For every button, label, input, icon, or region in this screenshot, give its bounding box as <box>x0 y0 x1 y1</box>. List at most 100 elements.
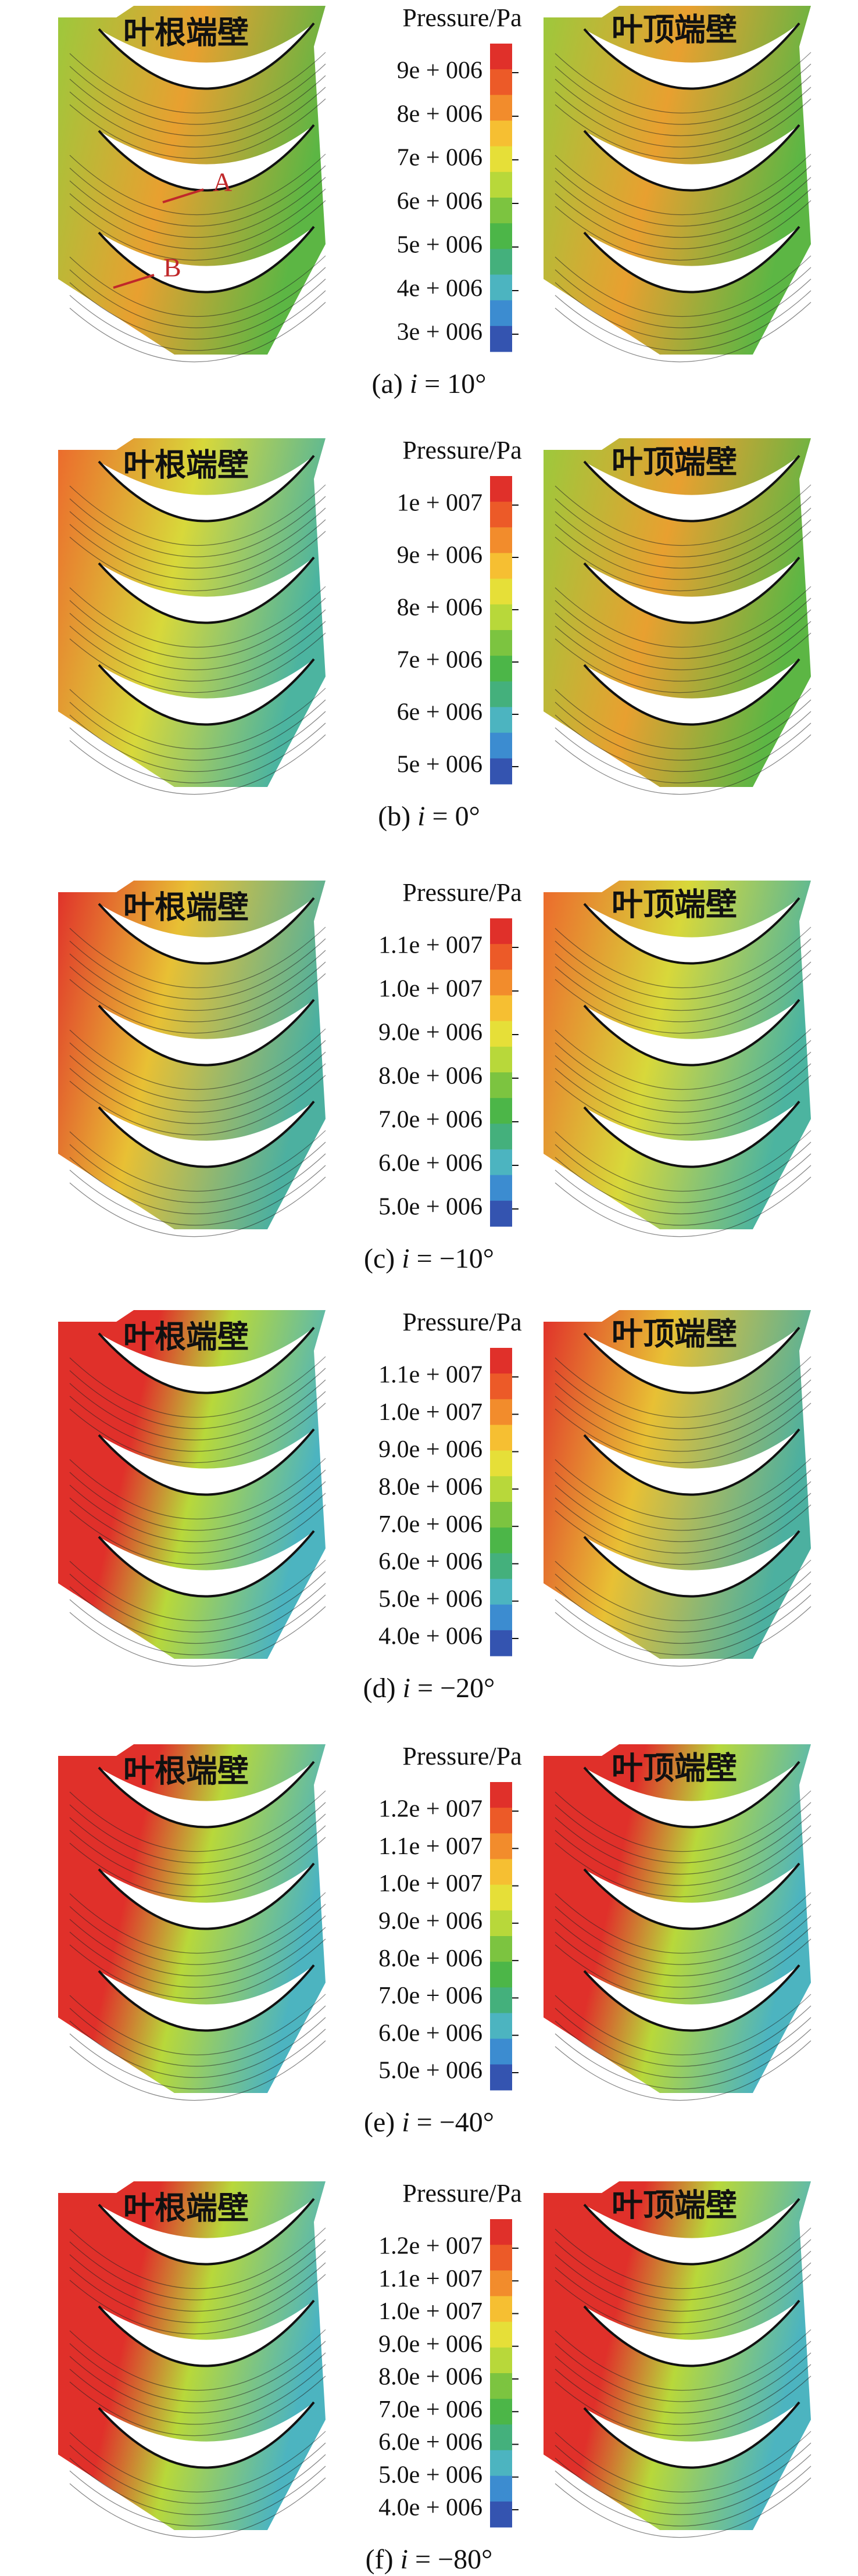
colorbar-segment <box>490 1072 512 1099</box>
colorbar-tick-label: 8.0e + 006 <box>378 1473 482 1500</box>
blade <box>584 125 799 191</box>
colorbar-segment <box>490 1630 512 1656</box>
caption-symbol: i <box>410 368 417 399</box>
streamline <box>555 1130 811 1192</box>
streamline <box>555 598 811 659</box>
colorbar-segment <box>490 1782 512 1808</box>
colorbar-segment <box>490 1910 512 1937</box>
caption-angle: = −40° <box>417 2107 494 2138</box>
flow-field <box>544 432 811 795</box>
top-mask <box>58 2176 326 2193</box>
colorbar-tick-label: 6e + 006 <box>397 188 482 215</box>
streamline <box>555 2329 811 2391</box>
streamline <box>555 973 811 1034</box>
blade <box>99 2199 314 2264</box>
colorbar-tick-label: 8e + 006 <box>397 101 482 128</box>
colorbar-segment <box>490 995 512 1022</box>
streamline <box>555 1063 811 1124</box>
streamline <box>69 1927 326 1988</box>
colorbar-segment <box>490 1604 512 1631</box>
blade-edge <box>98 556 315 624</box>
colorbar-segment <box>490 1936 512 1962</box>
streamline <box>69 1559 326 1622</box>
streamline <box>69 1176 326 1237</box>
streamline <box>555 1571 811 1633</box>
streamline <box>69 1915 326 1977</box>
flow-field <box>58 875 326 1237</box>
streamline <box>555 1790 811 1852</box>
streamline <box>69 688 326 750</box>
streamline <box>555 290 811 351</box>
blade <box>99 456 314 521</box>
blade-edge <box>98 658 315 726</box>
blade-edge <box>98 2299 315 2367</box>
streamline <box>69 1813 326 1875</box>
streamline <box>69 2364 326 2425</box>
root-label: 叶根端壁 <box>123 1753 249 1790</box>
colorbar-tick-label: 9.0e + 006 <box>378 1436 482 1463</box>
colorbar-segment <box>490 1450 512 1477</box>
streamline <box>555 586 811 648</box>
colorbar-tick-label: 9e + 006 <box>397 58 482 84</box>
blade-edge <box>98 1100 315 1168</box>
colorbar-segment <box>490 1373 512 1400</box>
blade-edge <box>98 1964 315 2032</box>
blade <box>584 2300 799 2366</box>
streamline <box>555 1153 811 1215</box>
colorbar-tick-label: 1.0e + 007 <box>378 1399 482 1426</box>
caption-symbol: i <box>417 801 425 832</box>
caption: (e) i = −40° <box>364 2107 494 2138</box>
caption: (a) i = 10° <box>372 368 487 399</box>
caption-angle: = 10° <box>424 368 486 399</box>
streamline <box>69 1938 326 1999</box>
caption: (b) i = 0° <box>378 801 480 832</box>
colorbar-segment <box>490 2475 512 2502</box>
colorbar-segment <box>490 2424 512 2450</box>
streamline <box>555 98 811 159</box>
blade-edge <box>98 1428 315 1496</box>
colorbar-tick-label: 9.0e + 006 <box>378 2331 482 2357</box>
streamline <box>555 2375 811 2437</box>
caption-symbol: i <box>402 1243 409 1274</box>
colorbar-title: Pressure/Pa <box>402 3 521 32</box>
blade <box>584 1101 799 1167</box>
colorbar-segment <box>490 1884 512 1911</box>
colorbar-tick-label: 5.0e + 006 <box>378 1586 482 1612</box>
colorbar-segment <box>490 1579 512 1605</box>
caption-angle: = −80° <box>415 2544 492 2575</box>
streamline <box>555 2005 811 2067</box>
streamline <box>555 2431 811 2493</box>
streamline <box>69 961 326 1022</box>
colorbar-segment <box>490 1046 512 1073</box>
colorbar-segment <box>490 198 512 224</box>
colorbar-segment <box>490 325 512 352</box>
streamline <box>555 711 811 772</box>
blade-edge <box>98 455 315 523</box>
streamline <box>555 2352 811 2414</box>
blade-edge <box>98 2198 315 2266</box>
caption-symbol: i <box>401 2544 408 2575</box>
streamline <box>555 1938 811 1999</box>
colorbar-tick-label: 1.0e + 007 <box>378 1870 482 1897</box>
blade-edge <box>583 1326 800 1394</box>
streamline <box>69 2274 326 2335</box>
colorbar-segment <box>490 274 512 301</box>
colorbar-segment <box>490 2270 512 2296</box>
colorbar-segment <box>490 120 512 147</box>
streamline <box>555 52 811 114</box>
blade-edge <box>583 1530 800 1598</box>
streamline <box>69 267 326 328</box>
colorbar-tick-label: 5.0e + 006 <box>378 1194 482 1221</box>
streamline <box>555 1051 811 1113</box>
streamline <box>69 1040 326 1101</box>
streamline <box>69 177 326 238</box>
streamline <box>69 734 326 795</box>
streamline <box>555 153 811 216</box>
root-label: 叶根端壁 <box>123 2190 249 2227</box>
colorbar-title: Pressure/Pa <box>402 878 521 907</box>
top-mask <box>544 2176 811 2193</box>
streamline <box>555 1583 811 1644</box>
colorbar-segment <box>490 1200 512 1227</box>
blade <box>584 1531 799 1597</box>
tip-label: 叶顶端壁 <box>612 444 737 481</box>
